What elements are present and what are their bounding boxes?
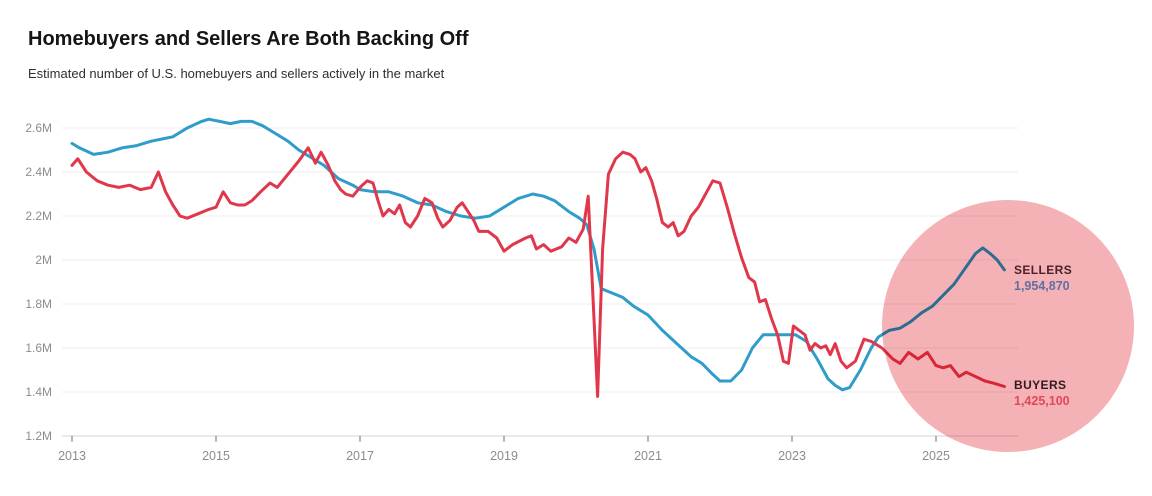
sellers-line [70, 117, 1006, 392]
y-axis-tick-label: 1.4M [25, 385, 52, 399]
chart-subtitle: Estimated number of U.S. homebuyers and … [28, 66, 445, 81]
x-axis-tick-label: 2017 [346, 449, 374, 463]
y-axis-tick-label: 1.2M [25, 429, 52, 443]
buyers-line [70, 146, 1006, 398]
x-axis-tick-label: 2021 [634, 449, 662, 463]
buyers-end-annotation: BUYERS 1,425,100 [1014, 378, 1070, 409]
y-axis-tick-label: 2.2M [25, 209, 52, 223]
y-axis-tick-label: 1.8M [25, 297, 52, 311]
y-axis-tick-label: 2.6M [25, 121, 52, 135]
y-axis-tick-label: 1.6M [25, 341, 52, 355]
highlight-circle [882, 200, 1134, 452]
page-title: Homebuyers and Sellers Are Both Backing … [28, 28, 469, 50]
buyers-series-label: BUYERS [1014, 378, 1067, 392]
sellers-end-annotation: SELLERS 1,954,870 [1014, 263, 1072, 294]
x-axis-tick-label: 2013 [58, 449, 86, 463]
buyers-end-value: 1,425,100 [1014, 394, 1070, 408]
sellers-end-value: 1,954,870 [1014, 279, 1070, 293]
y-axis-tick-label: 2M [35, 253, 52, 267]
x-axis-tick-label: 2019 [490, 449, 518, 463]
x-axis-tick-label: 2015 [202, 449, 230, 463]
sellers-series-label: SELLERS [1014, 263, 1073, 277]
x-axis-tick-label: 2023 [778, 449, 806, 463]
x-axis-tick-label: 2025 [922, 449, 950, 463]
y-axis-tick-label: 2.4M [25, 165, 52, 179]
